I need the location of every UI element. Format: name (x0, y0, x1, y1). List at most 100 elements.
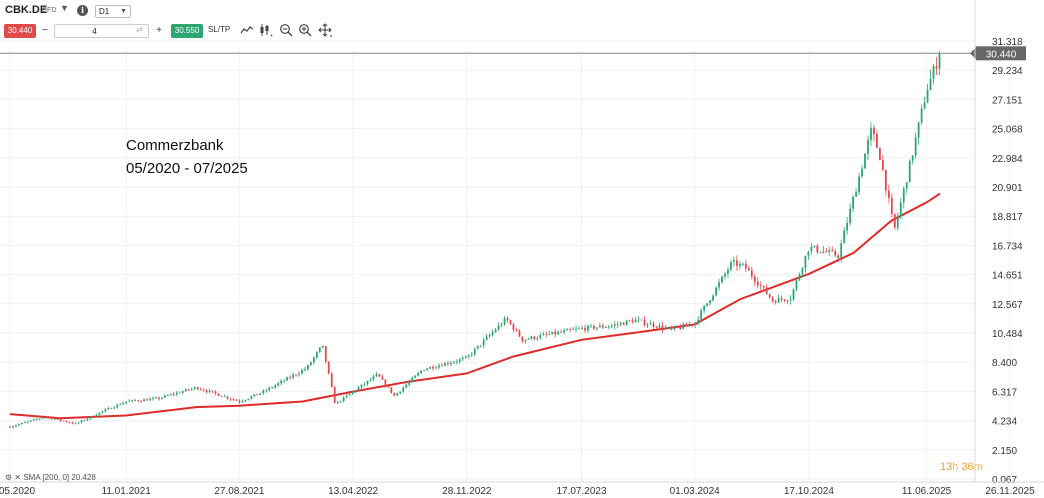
sma-settings-icon[interactable]: ⚙ ✕ (5, 473, 24, 482)
candle-body (670, 327, 673, 329)
candle-up (867, 135, 869, 161)
increase-quantity-button[interactable]: + (156, 25, 162, 36)
candle-body (530, 336, 533, 339)
candle-down (515, 327, 518, 332)
candle-body (390, 387, 393, 393)
candle-up (738, 260, 741, 270)
candle-up (268, 386, 271, 392)
candle-up (104, 407, 107, 413)
sell-button[interactable]: 30.440 (4, 24, 36, 38)
candle-body (345, 395, 348, 398)
y-tick-label: 2.150 (992, 446, 1017, 457)
candle-up (908, 159, 911, 183)
candle-up (581, 325, 583, 330)
info-icon[interactable]: i (77, 5, 88, 16)
candle-body (655, 326, 658, 328)
candle-body (53, 419, 56, 420)
candle-down (158, 396, 160, 401)
candle-up (667, 326, 670, 329)
candle-body (884, 169, 887, 191)
decrease-quantity-button[interactable]: − (42, 25, 48, 36)
crosshair-icon[interactable] (318, 23, 332, 37)
candle-down (887, 184, 890, 204)
candle-down (137, 400, 140, 403)
zoom-out-icon[interactable] (279, 23, 293, 37)
chart-annotation-title: Commerzbank (126, 137, 224, 154)
candle-body (301, 370, 303, 374)
candle-body (23, 422, 26, 423)
candle-body (917, 122, 920, 138)
candle-body (607, 326, 610, 328)
candle-up (271, 386, 274, 389)
candle-up (843, 227, 846, 244)
candle-body (792, 289, 795, 300)
candle-body (155, 397, 157, 399)
candle-body (444, 363, 446, 367)
candle-up (709, 300, 711, 306)
candle-body (733, 260, 735, 263)
candle-down (65, 420, 68, 423)
candle-body (193, 387, 196, 389)
candle-body (727, 269, 729, 274)
x-tick-label: 11.01.2021 (102, 486, 152, 497)
candle-down (134, 398, 137, 402)
candle-body (512, 324, 515, 331)
candle-up (307, 364, 309, 371)
candle-body (455, 361, 458, 363)
candle-body (750, 270, 753, 277)
candle-body (584, 327, 586, 331)
candle-up (724, 271, 726, 280)
candle-up (658, 322, 661, 331)
candle-up (625, 320, 628, 326)
candle-down (834, 248, 837, 258)
candle-body (44, 417, 47, 418)
candle-up (861, 164, 863, 178)
candle-body (450, 362, 452, 364)
candle-up (458, 357, 461, 364)
buy-button[interactable]: 30.550 (171, 24, 203, 38)
candle-up (438, 362, 440, 370)
candle-body (625, 320, 628, 325)
candle-body (795, 280, 798, 290)
symbol-name[interactable]: CBK.DE (5, 4, 48, 16)
candle-body (295, 374, 297, 376)
candle-up (342, 396, 345, 403)
candle-body (110, 407, 113, 409)
quantity-input[interactable] (54, 24, 149, 38)
candle-up (610, 323, 613, 329)
reset-quantity-icon[interactable]: ⇄ (136, 25, 143, 34)
symbol-dropdown-icon[interactable]: ▼ (60, 3, 69, 13)
candle-up (166, 393, 169, 397)
line-chart-icon[interactable] (240, 23, 254, 37)
candle-down (441, 362, 443, 367)
sma-indicator-label[interactable]: ⚙ ✕ SMA [200, 0] 20.428 (5, 473, 96, 482)
candle-up (587, 324, 589, 334)
timeframe-value: D1 (99, 7, 110, 16)
candlestick-icon[interactable] (259, 23, 273, 37)
candle-body (470, 354, 473, 356)
candle-down (512, 322, 515, 333)
candle-body (598, 325, 601, 328)
y-tick-label: 27.151 (992, 95, 1023, 106)
candle-body (363, 384, 366, 385)
candle-down (211, 390, 214, 394)
candle-body (238, 400, 241, 403)
candle-up (411, 376, 414, 384)
zoom-in-icon[interactable] (298, 23, 312, 37)
candle-body (616, 324, 619, 326)
candle-down (759, 281, 762, 291)
timeframe-select[interactable]: D1 ▼ (95, 5, 131, 18)
candle-body (18, 424, 20, 426)
candle-down (783, 298, 786, 303)
candle-body (441, 365, 443, 367)
candle-up (309, 361, 312, 366)
candle-body (336, 401, 339, 403)
candle-body (548, 334, 551, 335)
candle-body (893, 213, 896, 228)
candle-body (515, 330, 518, 331)
candle-down (214, 390, 217, 396)
sl-tp-button[interactable]: SL/TP (208, 25, 231, 34)
candle-body (244, 399, 247, 402)
candle-body (783, 299, 786, 301)
